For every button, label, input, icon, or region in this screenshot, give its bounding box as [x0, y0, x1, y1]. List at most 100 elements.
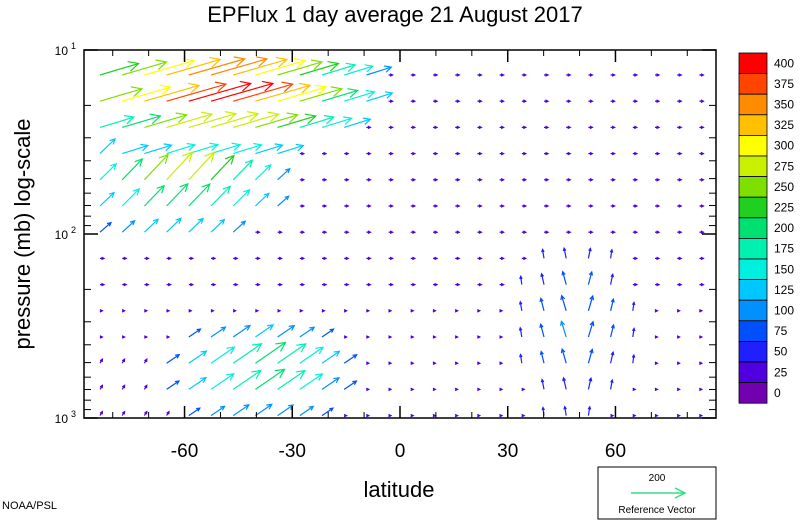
- flux-arrow: [655, 256, 661, 261]
- flux-arrow: [566, 204, 572, 208]
- flux-arrow: [454, 309, 459, 313]
- flux-arrow: [432, 387, 437, 392]
- colorbar-label: 50: [774, 345, 788, 359]
- flux-arrow: [366, 125, 372, 130]
- colorbar: 4003753503253002752502252001751501251007…: [738, 52, 794, 404]
- flux-arrow: [121, 384, 126, 390]
- flux-arrow: [166, 217, 182, 233]
- flux-arrow: [587, 247, 592, 259]
- flux-arrow: [100, 438, 102, 442]
- flux-arrow: [433, 204, 439, 208]
- y-tick-exponent: 2: [71, 225, 76, 235]
- flux-arrow: [455, 125, 461, 130]
- flux-arrow: [433, 282, 439, 287]
- flux-arrow: [233, 56, 289, 76]
- flux-arrow: [388, 335, 393, 339]
- colorbar-swatch: [738, 361, 768, 384]
- colorbar-swatch: [738, 73, 768, 95]
- flux-arrow: [631, 327, 636, 338]
- flux-arrow: [477, 151, 483, 156]
- flux-arrow: [344, 256, 350, 261]
- flux-arrow: [388, 413, 393, 418]
- flux-arrow: [699, 309, 704, 313]
- flux-arrow: [699, 178, 705, 182]
- flux-arrow: [477, 309, 482, 313]
- flux-arrow: [588, 99, 594, 103]
- flux-arrow: [343, 335, 348, 339]
- flux-arrow: [632, 151, 639, 156]
- flux-arrow: [121, 309, 126, 313]
- flux-arrow: [99, 162, 118, 181]
- flux-arrow: [188, 256, 195, 261]
- flux-arrow: [699, 335, 704, 339]
- flux-arrow: [366, 230, 372, 234]
- flux-arrow: [455, 282, 461, 287]
- flux-arrow: [299, 178, 306, 182]
- flux-arrow: [477, 99, 483, 103]
- flux-arrow: [521, 230, 528, 234]
- flux-arrow: [477, 413, 482, 418]
- flux-arrow: [99, 410, 104, 416]
- flux-arrow: [633, 441, 636, 444]
- flux-arrow: [676, 335, 681, 339]
- flux-arrow: [166, 182, 189, 207]
- flux-arrow: [455, 441, 458, 444]
- flux-arrow: [540, 272, 545, 285]
- flux-arrow: [210, 372, 235, 390]
- flux-arrow: [144, 256, 150, 261]
- flux-arrow: [433, 73, 439, 77]
- flux-arrow: [322, 256, 328, 261]
- flux-arrow: [521, 204, 528, 208]
- flux-arrow: [389, 441, 392, 444]
- flux-arrow: [540, 378, 545, 390]
- flux-arrow: [699, 73, 705, 77]
- flux-arrow: [144, 143, 173, 155]
- flux-arrow: [233, 81, 294, 102]
- flux-arrow: [100, 256, 106, 261]
- flux-arrow: [122, 256, 128, 261]
- flux-arrow: [277, 369, 307, 390]
- flux-arrow: [410, 73, 417, 77]
- flux-arrow: [299, 309, 304, 313]
- flux-arrow: [699, 125, 705, 130]
- flux-arrow: [121, 410, 126, 416]
- flux-arrow: [477, 204, 483, 208]
- flux-arrow: [410, 413, 415, 418]
- flux-arrow: [632, 256, 639, 261]
- flux-arrow: [454, 361, 459, 365]
- colorbar-label: 400: [774, 56, 794, 70]
- flux-arrow: [499, 387, 504, 392]
- flux-arrow: [455, 73, 461, 77]
- colorbar-label: 200: [774, 221, 794, 235]
- flux-arrow: [655, 282, 661, 287]
- flux-arrow: [233, 111, 280, 128]
- flux-arrow: [587, 348, 594, 364]
- flux-arrow: [499, 151, 505, 156]
- flux-arrow: [211, 438, 213, 442]
- colorbar-swatch: [738, 258, 768, 281]
- flux-arrow: [410, 256, 417, 261]
- flux-arrow: [410, 282, 417, 287]
- flux-arrow: [410, 178, 417, 182]
- flux-arrow: [610, 99, 616, 103]
- flux-arrow: [343, 413, 348, 418]
- flux-arrow: [322, 282, 328, 287]
- flux-arrow: [232, 188, 251, 207]
- flux-arrow: [188, 328, 202, 338]
- flux-arrow: [210, 405, 226, 417]
- flux-arrow: [677, 151, 683, 156]
- flux-arrow: [277, 309, 282, 313]
- flux-arrow: [233, 142, 263, 155]
- flux-arrow: [166, 142, 197, 155]
- flux-arrow: [188, 376, 208, 390]
- flux-arrow: [499, 282, 505, 287]
- flux-arrow: [277, 324, 296, 338]
- flux-arrow: [632, 204, 639, 208]
- flux-arrow: [254, 192, 270, 207]
- flux-arrow: [544, 73, 550, 77]
- flux-arrow: [544, 230, 550, 234]
- flux-arrow: [232, 404, 250, 417]
- flux-arrow: [121, 187, 141, 207]
- flux-arrow: [499, 204, 505, 208]
